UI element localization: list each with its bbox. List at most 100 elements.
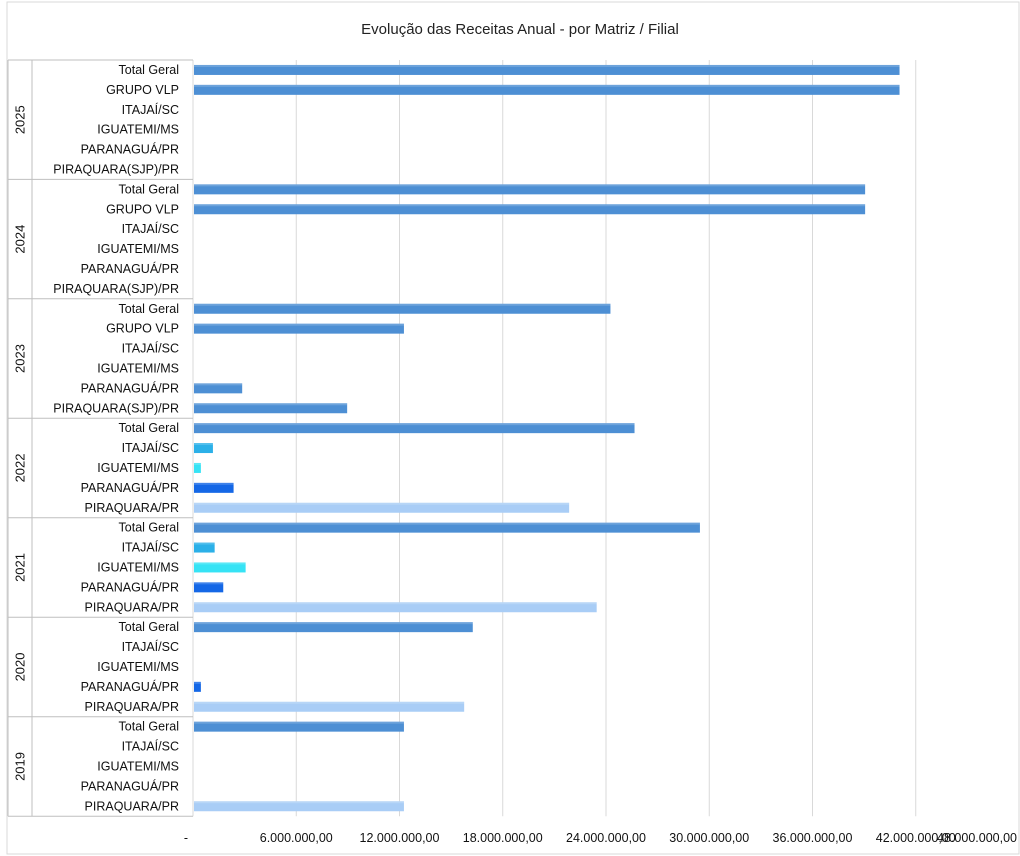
x-tick-label: 48.000.000,00	[937, 831, 1017, 845]
bar-highlight	[194, 403, 348, 406]
category-label: IGUATEMI/MS	[97, 123, 179, 137]
bar	[194, 403, 348, 414]
category-label: ITAJAÍ/SC	[122, 540, 179, 555]
chart-title: Evolução das Receitas Anual - por Matriz…	[361, 21, 679, 38]
x-tick-label: 6.000.000,00	[260, 831, 333, 845]
bar-highlight	[194, 562, 246, 565]
bar-highlight	[194, 303, 611, 306]
bar-highlight	[194, 602, 597, 605]
year-label: 2024	[13, 225, 28, 254]
bar	[194, 801, 404, 812]
x-tick-label: 42.000.000,00	[876, 831, 956, 845]
category-label: PIRAQUARA/PR	[85, 600, 179, 614]
category-label: ITAJAÍ/SC	[122, 341, 179, 356]
category-label: PARANAGUÁ/PR	[81, 579, 179, 594]
x-tick-label: 12.000.000,00	[360, 831, 440, 845]
category-label: Total Geral	[119, 620, 179, 634]
bar	[194, 184, 866, 195]
category-label: Total Geral	[119, 521, 179, 535]
category-label: ITAJAÍ/SC	[122, 639, 179, 654]
x-tick-label: 24.000.000,00	[566, 831, 646, 845]
category-label: Total Geral	[119, 182, 179, 196]
bar-highlight	[194, 701, 465, 704]
bar-highlight	[194, 323, 404, 326]
bar	[194, 323, 404, 334]
category-label: IGUATEMI/MS	[97, 242, 179, 256]
bar-highlight	[194, 582, 224, 585]
group-2024: 2024 Total Geral GRUPO VLP ITAJAÍ/SC IGUATEM…	[8, 179, 866, 300]
bar	[194, 602, 597, 613]
bar-highlight	[194, 443, 213, 446]
year-label: 2023	[13, 344, 28, 373]
category-label: ITAJAÍ/SC	[122, 440, 179, 455]
year-label: 2019	[13, 752, 28, 781]
category-label: PIRAQUARA(SJP)/PR	[53, 162, 179, 176]
category-label: ITAJAÍ/SC	[122, 102, 179, 117]
category-label: IGUATEMI/MS	[97, 560, 179, 574]
bar	[194, 443, 213, 454]
bar	[194, 423, 635, 434]
bar	[194, 462, 201, 473]
bar	[194, 84, 900, 95]
category-label: GRUPO VLP	[106, 202, 179, 216]
bar	[194, 64, 900, 75]
bar-highlight	[194, 204, 866, 207]
category-label: PIRAQUARA(SJP)/PR	[53, 401, 179, 415]
category-label: PIRAQUARA(SJP)/PR	[53, 282, 179, 296]
category-label: PIRAQUARA/PR	[85, 799, 179, 813]
bar	[194, 502, 570, 513]
bar-highlight	[194, 84, 900, 87]
bar-highlight	[194, 383, 243, 386]
bar-highlight	[194, 482, 234, 485]
category-label: PARANAGUÁ/PR	[81, 480, 179, 495]
bar	[194, 701, 465, 712]
category-label: PARANAGUÁ/PR	[81, 380, 179, 395]
category-label: ITAJAÍ/SC	[122, 739, 179, 754]
group-2020: 2020 Total Geral ITAJAÍ/SC IGUATEMI/MS PARAN…	[8, 617, 473, 718]
bar	[194, 383, 243, 394]
category-label: PARANAGUÁ/PR	[81, 778, 179, 793]
bar-highlight	[194, 622, 473, 625]
bar-highlight	[194, 184, 866, 187]
year-label: 2022	[13, 453, 28, 482]
bar-highlight	[194, 801, 404, 804]
category-label: PARANAGUÁ/PR	[81, 142, 179, 157]
category-label: Total Geral	[119, 720, 179, 734]
category-label: IGUATEMI/MS	[97, 361, 179, 375]
bar-highlight	[194, 542, 215, 545]
group-2019: 2019 Total Geral ITAJAÍ/SC IGUATEMI/MS PARAN…	[8, 716, 404, 817]
bar	[194, 582, 224, 593]
category-label: PIRAQUARA/PR	[85, 700, 179, 714]
category-label: IGUATEMI/MS	[97, 660, 179, 674]
bar	[194, 204, 866, 215]
group-2022: 2022 Total Geral ITAJAÍ/SC IGUATEMI/MS PARAN…	[8, 418, 635, 519]
bar	[194, 721, 404, 732]
bar-highlight	[194, 64, 900, 67]
bar	[194, 482, 234, 493]
category-label: GRUPO VLP	[106, 322, 179, 336]
bar-highlight	[194, 522, 700, 525]
bar	[194, 562, 246, 573]
x-tick-label: 30.000.000,00	[669, 831, 749, 845]
bar	[194, 522, 700, 533]
bar-highlight	[194, 681, 201, 684]
category-label: IGUATEMI/MS	[97, 759, 179, 773]
bar	[194, 303, 611, 314]
bar-highlight	[194, 721, 404, 724]
bar	[194, 622, 473, 633]
x-tick-label: -	[184, 831, 188, 845]
year-label: 2021	[13, 553, 28, 582]
x-tick-label: 36.000.000,00	[773, 831, 853, 845]
category-label: Total Geral	[119, 63, 179, 77]
bar	[194, 681, 201, 692]
category-label: PARANAGUÁ/PR	[81, 679, 179, 694]
category-label: PIRAQUARA/PR	[85, 501, 179, 515]
bar-highlight	[194, 502, 570, 505]
x-tick-label: 18.000.000,00	[463, 831, 543, 845]
category-label: Total Geral	[119, 421, 179, 435]
group-2021: 2021 Total Geral ITAJAÍ/SC IGUATEMI/MS PARAN…	[8, 517, 700, 618]
year-label: 2020	[13, 652, 28, 681]
category-label: Total Geral	[119, 302, 179, 316]
